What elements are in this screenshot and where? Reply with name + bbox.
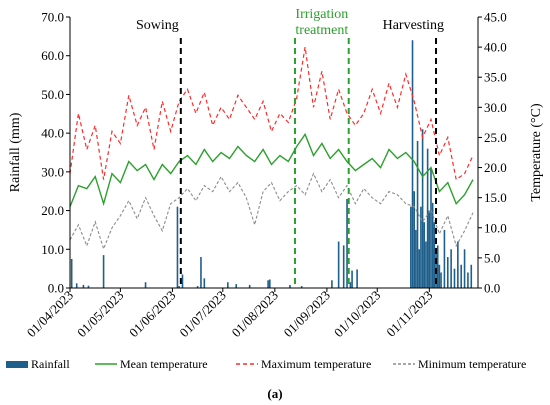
rainfall-bar xyxy=(411,40,414,288)
x-tick-label: 01/05/2023 xyxy=(74,288,126,340)
left-tick-label: 60.0 xyxy=(41,48,64,63)
legend-label: Mean temperature xyxy=(120,357,208,371)
rainfall-bar xyxy=(446,257,449,288)
rainfall-bar xyxy=(267,280,269,288)
right-tick-label: 30.0 xyxy=(484,100,507,115)
x-tick-label: 01/10/2023 xyxy=(331,288,383,340)
rainfall-bar xyxy=(438,264,441,288)
rainfall-bar xyxy=(235,284,238,288)
rainfall-bar xyxy=(269,279,271,288)
right-tick-label: 10.0 xyxy=(484,220,507,235)
rainfall-bar xyxy=(70,258,73,288)
rainfall-bar xyxy=(416,140,419,288)
rainfall-bar xyxy=(342,245,345,288)
axes: 0.0 10.0 20.0 30.0 40.0 50.0 60.0 70.0 0.0 5.0 10.… xyxy=(8,10,544,341)
right-tick-label: 40.0 xyxy=(484,40,507,55)
figure-caption: (a) xyxy=(267,386,282,401)
rainfall-bar xyxy=(433,222,436,288)
right-axis-title: Temperature (°C) xyxy=(529,103,544,202)
rainfall-bar xyxy=(423,222,426,288)
rainfall-bar xyxy=(431,202,434,288)
x-tick-label: 01/06/2023 xyxy=(126,288,178,340)
x-tick-label: 01/08/2023 xyxy=(228,288,280,340)
rainfall-bar xyxy=(178,286,180,288)
rainfall-bar xyxy=(289,284,291,288)
mean-temperature-line xyxy=(69,132,474,207)
rainfall-bar xyxy=(200,257,202,288)
rainfall-bar xyxy=(443,229,446,288)
legend-label: Rainfall xyxy=(31,357,70,371)
left-tick-label: 50.0 xyxy=(41,87,64,102)
rainfall-bar xyxy=(453,268,456,288)
left-tick-label: 10.0 xyxy=(41,242,64,257)
rainfall-bar xyxy=(75,283,78,288)
x-tick-label: 01/07/2023 xyxy=(176,288,228,340)
left-tick-label: 20.0 xyxy=(41,203,64,218)
legend: Rainfall Mean temperature Maximum temperat… xyxy=(6,357,526,371)
maximum-temperature-line xyxy=(69,47,474,181)
annotation-label: Sowing xyxy=(136,18,179,33)
rainfall-bar xyxy=(82,284,85,288)
rainfall-bar xyxy=(346,198,348,288)
rainfall-bar xyxy=(450,249,452,288)
rainfall-bar xyxy=(248,284,251,288)
rainfall-bar xyxy=(203,278,206,288)
rainfall-bar xyxy=(426,148,429,288)
rainfall-bar xyxy=(413,191,415,288)
event-markers xyxy=(179,38,438,288)
x-tick-label: 01/09/2023 xyxy=(281,288,333,340)
rainfall-bar xyxy=(421,129,424,288)
left-axis-title: Rainfall (mm) xyxy=(8,112,23,192)
rainfall-bar xyxy=(331,280,333,288)
rainfall-bar xyxy=(144,282,147,288)
left-tick-label: 40.0 xyxy=(41,126,64,141)
minimum-temperature-line xyxy=(69,172,474,251)
annotation-label: Irrigation xyxy=(295,7,348,22)
rainfall-bar xyxy=(300,286,303,288)
rainfall-bar xyxy=(349,282,352,288)
rainfall-bar xyxy=(415,229,417,288)
rainfall-bar xyxy=(356,269,358,288)
rainfall-bar xyxy=(457,241,459,288)
rainfall-bar xyxy=(227,282,229,288)
legend-swatch-rainfall xyxy=(6,361,28,368)
rainfall-bar xyxy=(410,206,412,288)
rainfall-bar xyxy=(102,255,105,288)
left-tick-label: 30.0 xyxy=(41,164,64,179)
right-tick-label: 20.0 xyxy=(484,160,507,175)
rainfall-bar xyxy=(460,264,463,288)
left-tick-label: 0.0 xyxy=(48,281,64,296)
rainfall-bar xyxy=(436,245,439,288)
right-tick-label: 25.0 xyxy=(484,130,507,145)
rainfall-bar xyxy=(470,264,473,288)
annotation-label: treatment xyxy=(295,23,348,38)
rainfall-bar xyxy=(425,241,427,288)
right-tick-label: 15.0 xyxy=(484,190,507,205)
right-tick-label: 35.0 xyxy=(484,70,507,85)
rainfall-bar xyxy=(420,206,422,288)
left-tick-label: 70.0 xyxy=(41,10,64,25)
rainfall-bar xyxy=(430,167,432,288)
rainfall-bar xyxy=(418,249,421,288)
x-tick-label: 01/11/2023 xyxy=(383,288,435,340)
rainfall-bar xyxy=(428,210,431,288)
legend-label: Minimum temperature xyxy=(418,357,526,371)
rainfall-bar xyxy=(181,274,184,288)
rainfall-bar xyxy=(351,270,353,288)
right-tick-label: 5.0 xyxy=(484,250,500,265)
rainfall-bar xyxy=(87,285,90,288)
right-tick-label: 0.0 xyxy=(484,281,500,296)
legend-label: Maximum temperature xyxy=(261,357,371,371)
rainfall-bar xyxy=(440,272,442,288)
rainfall-bar xyxy=(196,286,199,288)
rainfall-bar xyxy=(337,241,340,288)
right-tick-label: 45.0 xyxy=(484,10,507,25)
rainfall-bar xyxy=(463,249,466,288)
temperature-lines xyxy=(69,47,474,251)
rainfall-bar xyxy=(176,206,179,288)
annotation-label: Harvesting xyxy=(383,18,444,33)
rainfall-bar xyxy=(467,272,469,288)
